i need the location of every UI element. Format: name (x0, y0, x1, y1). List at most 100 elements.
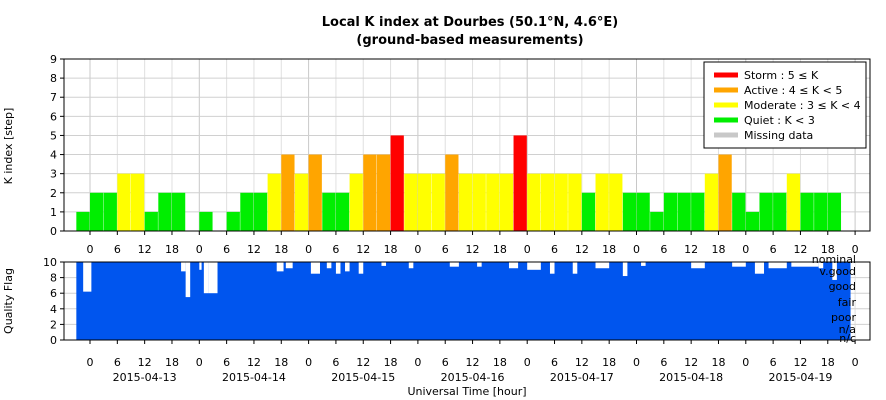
q-xtick-label: 6 (114, 356, 121, 369)
k-xtick-label: 18 (602, 243, 616, 256)
legend-label: Missing data (744, 129, 813, 142)
k-xtick-label: 12 (356, 243, 370, 256)
x-axis-label: Universal Time [hour] (407, 385, 526, 398)
k-xtick-label: 6 (660, 243, 667, 256)
quality-gap (572, 262, 578, 274)
quality-gap (208, 262, 218, 294)
k-index-bar (445, 154, 459, 231)
q-xtick-label: 6 (660, 356, 667, 369)
k-index-bar (691, 192, 705, 231)
quality-gap (622, 262, 628, 277)
q-xtick-label: 18 (821, 356, 835, 369)
q-xtick-label: 18 (274, 356, 288, 369)
quality-gap (477, 262, 482, 267)
q-xtick-label: 18 (602, 356, 616, 369)
k-xtick-label: 0 (87, 243, 94, 256)
quality-gap (408, 262, 414, 269)
k-xtick-label: 12 (575, 243, 589, 256)
q-xtick-label: 0 (524, 356, 531, 369)
k-index-bar (226, 211, 240, 231)
quality-category-label: good (829, 280, 856, 293)
k-index-bar (294, 173, 309, 231)
date-label: 2015-04-14 (222, 371, 286, 384)
k-index-bar (90, 192, 104, 231)
quality-gap (508, 262, 519, 269)
quality-gap (877, 262, 886, 294)
k-index-bar (540, 173, 555, 231)
quality-gap (864, 262, 874, 269)
k-xtick-label: 6 (551, 243, 558, 256)
k-index-bar (376, 154, 391, 231)
k-index-bar (595, 173, 609, 231)
k-xtick-label: 18 (165, 243, 179, 256)
k-xtick-label: 12 (138, 243, 152, 256)
k-index-bar (814, 192, 828, 231)
q-plot-frame (63, 261, 871, 341)
k-xtick-label: 12 (684, 243, 698, 256)
k-index-bar (117, 173, 131, 231)
k-index-bar (663, 192, 678, 231)
q-xtick-label: 6 (223, 356, 230, 369)
k-xtick-label: 0 (524, 243, 531, 256)
quality-gap (549, 262, 555, 274)
q-ytick-label: 4 (50, 303, 57, 316)
k-xtick-label: 12 (793, 243, 807, 256)
k-index-bar (404, 173, 418, 231)
quality-ylabel: Quality Flag (2, 268, 15, 334)
quality-gap (381, 262, 387, 266)
date-label: 2015-04-19 (768, 371, 832, 384)
q-xtick-label: 18 (165, 356, 179, 369)
quality-gap (83, 262, 92, 292)
quality-gap (358, 262, 364, 274)
k-index-bar (240, 192, 254, 231)
quality-gap (335, 262, 341, 274)
quality-gap (345, 262, 350, 272)
k-index-bar (171, 192, 186, 231)
legend-label: Active : 4 ≤ K < 5 (744, 84, 842, 97)
k-index-bar (704, 173, 719, 231)
k-index-bar (786, 173, 801, 231)
chart-title: Local K index at Dourbes (50.1°N, 4.6°E) (322, 15, 619, 30)
q-xtick-label: 12 (356, 356, 370, 369)
k-index-bar (349, 173, 363, 231)
k-index-bar (513, 135, 527, 231)
k-index-bar (609, 173, 623, 231)
legend-label: Storm : 5 ≤ K (744, 69, 819, 82)
k-index-bar (827, 192, 842, 231)
k-xtick-label: 6 (332, 243, 339, 256)
date-label: 2015-04-18 (659, 371, 723, 384)
k-xtick-label: 6 (442, 243, 449, 256)
q-xtick-label: 12 (466, 356, 480, 369)
q-ytick-label: 8 (50, 272, 57, 285)
q-xtick-label: 12 (684, 356, 698, 369)
k-index-bar (527, 173, 541, 231)
k-index-bar (390, 135, 404, 231)
k-index-bar (335, 192, 350, 231)
quality-gap (791, 262, 819, 267)
q-xtick-label: 12 (793, 356, 807, 369)
q-xtick-label: 18 (711, 356, 725, 369)
k-index-bar (800, 192, 814, 231)
k-xtick-label: 18 (711, 243, 725, 256)
quality-gap (641, 262, 646, 266)
date-label: 2015-04-13 (113, 371, 177, 384)
k-ytick-label: 3 (50, 168, 57, 181)
k-xtick-label: 18 (274, 243, 288, 256)
date-label: 2015-04-15 (331, 371, 395, 384)
q-xtick-label: 0 (742, 356, 749, 369)
k-xtick-label: 18 (493, 243, 507, 256)
k-plot-frame (63, 58, 871, 232)
q-ytick-label: 10 (43, 256, 57, 269)
k-index-bar (281, 154, 295, 231)
quality-gap (768, 262, 787, 269)
quality-fill (76, 262, 851, 340)
k-xtick-label: 0 (742, 243, 749, 256)
q-xtick-label: 6 (770, 356, 777, 369)
k-index-bar (144, 211, 158, 231)
q-xtick-label: 12 (575, 356, 589, 369)
q-xtick-label: 12 (138, 356, 152, 369)
chart-subtitle: (ground-based measurements) (356, 33, 583, 48)
q-xtick-label: 0 (633, 356, 640, 369)
